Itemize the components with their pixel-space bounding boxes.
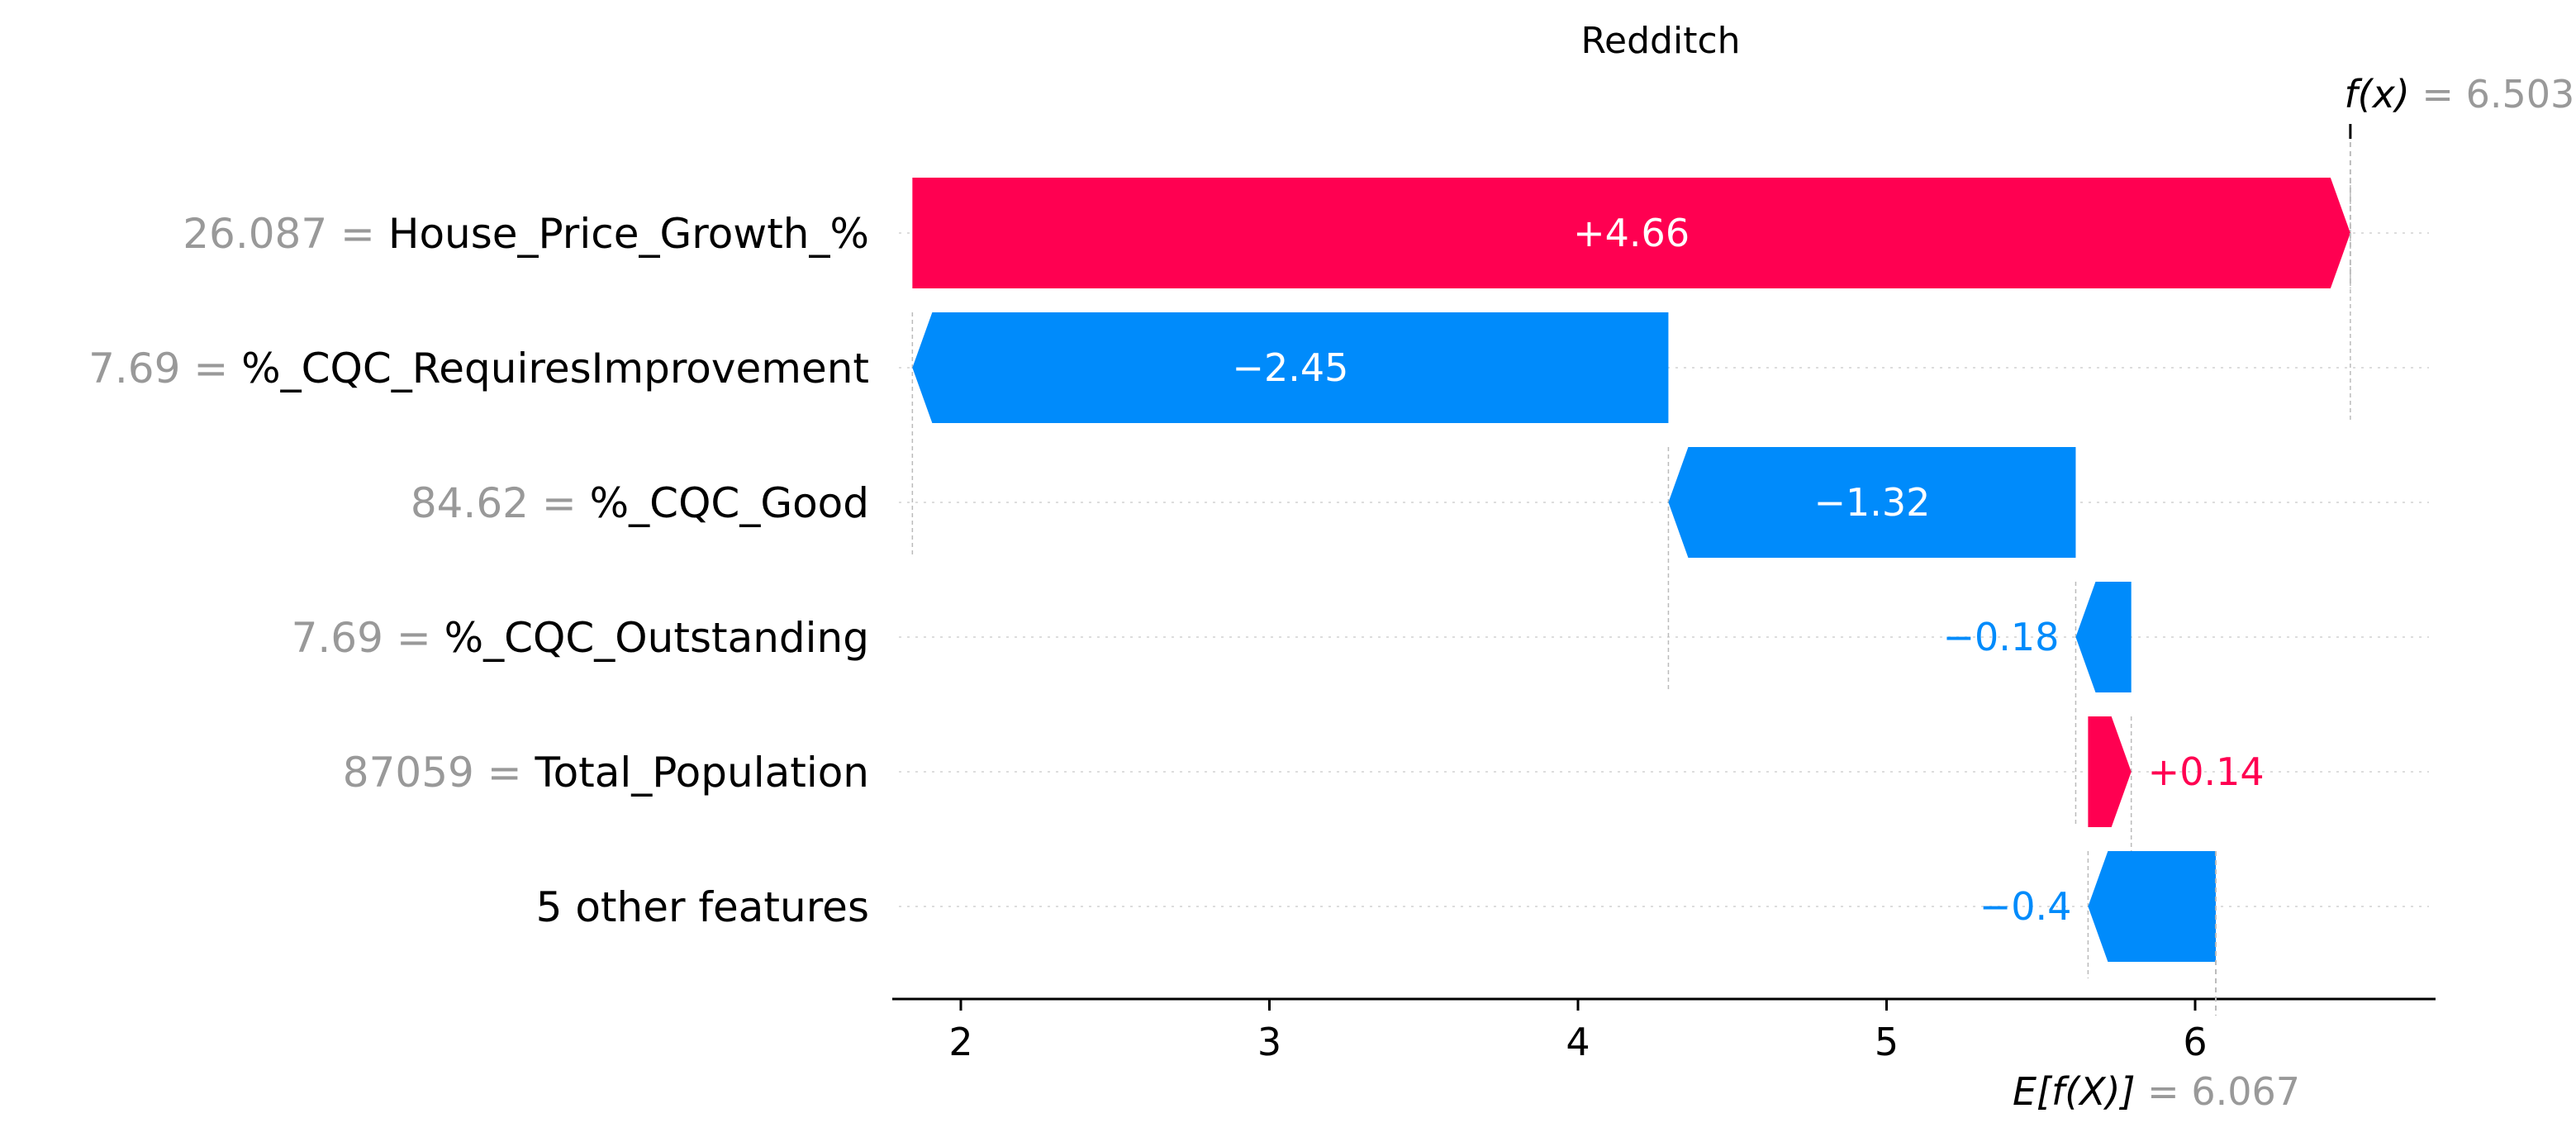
bar-connectors bbox=[911, 178, 2351, 978]
fx-name: f(x) bbox=[2344, 72, 2409, 117]
feature-value: 84.62 = bbox=[411, 479, 590, 527]
feature-labels: +4.66 26.087 = House_Price_Growth_% −2.45 7… bbox=[88, 210, 2265, 931]
bar-value-label: −1.32 bbox=[1813, 480, 1930, 525]
x-tick-label: 6 bbox=[2183, 1020, 2207, 1064]
bar-value-label: −0.4 bbox=[1980, 884, 2072, 929]
feature-name: %_CQC_Outstanding bbox=[444, 614, 869, 662]
bar-value-label: +0.14 bbox=[2148, 749, 2265, 794]
feature-name: House_Price_Growth_% bbox=[388, 210, 869, 258]
contribution-bar bbox=[2088, 851, 2217, 962]
feature-value: 26.087 = bbox=[183, 210, 388, 258]
efx-value: 6.067 bbox=[2191, 1069, 2300, 1114]
efx-label: E[f(X)] = 6.067 bbox=[2013, 1069, 2300, 1114]
bar-value-label: −0.18 bbox=[1942, 615, 2059, 659]
feature-label: 7.69 = %_CQC_Outstanding bbox=[292, 614, 869, 662]
bar-value-label: −2.45 bbox=[1232, 345, 1348, 390]
contribution-bar bbox=[1668, 447, 2076, 558]
feature-name: 5 other features bbox=[536, 883, 869, 931]
x-tick-label: 2 bbox=[948, 1020, 972, 1064]
x-tick-label: 4 bbox=[1566, 1020, 1590, 1064]
feature-label: 84.62 = %_CQC_Good bbox=[411, 479, 869, 527]
feature-value: 7.69 = bbox=[88, 345, 241, 392]
feature-name: %_CQC_RequiresImprovement bbox=[241, 345, 869, 392]
fx-eq: = bbox=[2410, 72, 2466, 117]
feature-name: %_CQC_Good bbox=[590, 479, 869, 527]
feature-label: 5 other features bbox=[536, 883, 869, 931]
feature-name: Total_Population bbox=[535, 749, 869, 797]
contribution-bar bbox=[912, 178, 2350, 288]
feature-value: 7.69 = bbox=[292, 614, 444, 662]
efx-eq: = bbox=[2136, 1069, 2192, 1114]
chart-title: Redditch bbox=[1580, 20, 1740, 62]
feature-label: 26.087 = House_Price_Growth_% bbox=[183, 210, 869, 258]
x-axis: 2 3 4 5 6 bbox=[892, 997, 2436, 1064]
x-tick-label: 5 bbox=[1875, 1020, 1899, 1064]
x-tick-label: 3 bbox=[1257, 1020, 1281, 1064]
contribution-bar bbox=[2088, 716, 2132, 827]
contribution-bar bbox=[912, 312, 1669, 423]
contribution-bars bbox=[912, 178, 2350, 962]
fx-value: 6.503 bbox=[2466, 72, 2575, 117]
value-markers: f(x) = 6.503 E[f(X)] = 6.067 bbox=[2013, 72, 2574, 1114]
contribution-bar bbox=[2075, 582, 2132, 692]
efx-name: E[f(X)] bbox=[2013, 1069, 2136, 1114]
feature-label: 87059 = Total_Population bbox=[343, 749, 869, 797]
bar-value-label: +4.66 bbox=[1573, 211, 1690, 255]
fx-label: f(x) = 6.503 bbox=[2344, 72, 2574, 117]
feature-value: 87059 = bbox=[343, 749, 535, 797]
feature-label: 7.69 = %_CQC_RequiresImprovement bbox=[88, 345, 869, 392]
